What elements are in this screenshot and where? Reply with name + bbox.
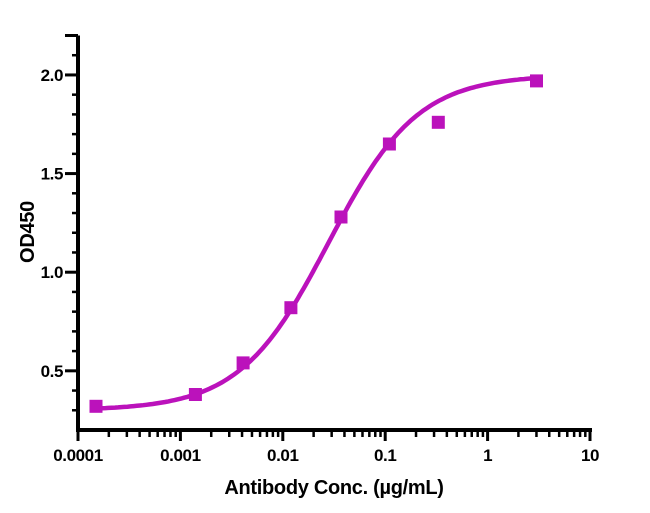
x-tick-label: 0.1 <box>374 446 396 465</box>
tick-layer <box>65 34 592 441</box>
x-tick-label: 0.0001 <box>53 446 103 465</box>
fit-curve-layer <box>93 75 539 411</box>
x-tick-label: 0.01 <box>267 446 299 465</box>
data-point-marker <box>334 210 348 224</box>
data-point-marker <box>284 301 298 315</box>
data-point-marker <box>89 399 103 413</box>
data-point-marker <box>530 74 543 88</box>
data-point-marker <box>431 115 445 129</box>
data-point-layer <box>89 74 543 413</box>
x-tick-label: 0.001 <box>160 446 201 465</box>
x-tick-label: 10 <box>581 446 599 465</box>
data-point-marker <box>236 356 250 370</box>
x-tick-label: 1 <box>483 446 492 465</box>
x-axis-title: Antibody Conc. (µg/mL) <box>224 477 443 499</box>
y-tick-label: 1.5 <box>41 165 63 184</box>
data-point-marker <box>188 388 202 401</box>
y-tick-label: 2.0 <box>41 66 63 85</box>
data-point-marker <box>382 137 396 151</box>
y-axis-title: OD450 <box>17 201 39 263</box>
sigmoid-fit-curve <box>93 75 539 411</box>
y-tick-label: 1.0 <box>41 263 63 282</box>
y-tick-label: 0.5 <box>41 362 63 381</box>
tick-label-layer: 0.5 1.0 1.5 2.0 0.0001 0.001 0.01 0.1 1 10 <box>41 66 600 465</box>
